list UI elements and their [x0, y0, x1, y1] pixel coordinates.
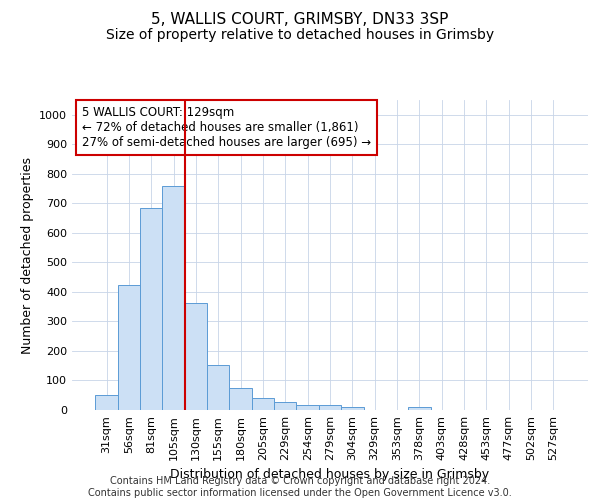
- Bar: [408, 407, 431, 410]
- Bar: [140, 208, 163, 410]
- Bar: [95, 394, 118, 410]
- Bar: [118, 286, 140, 410]
- Bar: [341, 407, 364, 410]
- Text: 5, WALLIS COURT, GRIMSBY, DN33 3SP: 5, WALLIS COURT, GRIMSBY, DN33 3SP: [151, 12, 449, 28]
- Y-axis label: Number of detached properties: Number of detached properties: [20, 156, 34, 354]
- Text: Contains HM Land Registry data © Crown copyright and database right 2024.
Contai: Contains HM Land Registry data © Crown c…: [88, 476, 512, 498]
- Text: Size of property relative to detached houses in Grimsby: Size of property relative to detached ho…: [106, 28, 494, 42]
- Bar: [252, 398, 274, 410]
- Bar: [163, 186, 185, 410]
- Bar: [229, 388, 252, 410]
- Bar: [274, 402, 296, 410]
- Bar: [296, 405, 319, 410]
- X-axis label: Distribution of detached houses by size in Grimsby: Distribution of detached houses by size …: [170, 468, 490, 481]
- Text: 5 WALLIS COURT: 129sqm
← 72% of detached houses are smaller (1,861)
27% of semi-: 5 WALLIS COURT: 129sqm ← 72% of detached…: [82, 106, 371, 149]
- Bar: [319, 405, 341, 410]
- Bar: [207, 365, 229, 410]
- Bar: [185, 303, 207, 410]
